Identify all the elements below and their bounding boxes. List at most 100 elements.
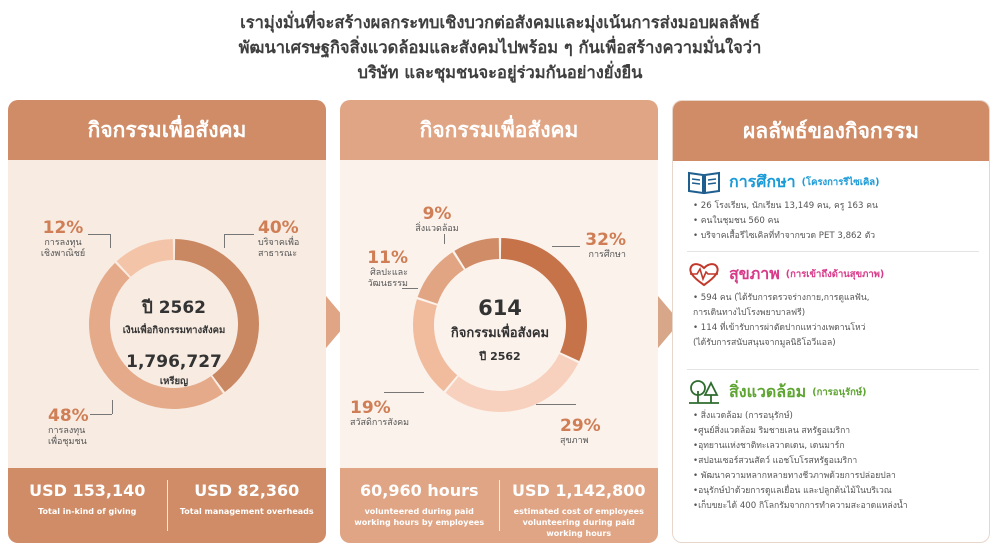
section-divider — [687, 251, 979, 252]
segment-label-line2: วัฒนธรรม — [367, 279, 408, 289]
leader-line — [402, 288, 418, 289]
headline: เรามุ่งมั่นที่จะสร้างผลกระทบเชิงบวกต่อสั… — [0, 10, 1000, 85]
center-amount: 1,796,727 — [126, 352, 222, 372]
segment-label-12: 12% การลงทุน เชิงพาณิชย์ — [34, 218, 92, 260]
leader-line — [536, 404, 576, 405]
section-divider — [687, 369, 979, 370]
segment-pct: 29% — [560, 416, 601, 436]
list-item: • 114 ที่เข้ารับการผ่าตัดปากแหว่างเพดานโ… — [693, 323, 866, 333]
segment-label-9: 9% สิ่งแวดล้อม — [402, 204, 472, 235]
environment-header: สิ่งแวดล้อม (การอนุรักษ์) — [687, 379, 979, 405]
segment-label: สุขภาพ — [560, 436, 589, 446]
center-subtitle: เงินเพื่อกิจกรรมทางสังคม — [122, 325, 226, 336]
segment-label-line2: สาธารณะ — [258, 249, 298, 259]
segment-pct: 9% — [422, 204, 452, 224]
leader-line — [384, 392, 424, 393]
footer-stat: USD 153,140 Total in-kind of giving — [8, 468, 167, 543]
leader-line — [224, 234, 254, 235]
segment-label-line1: บริจาคเพื่อ — [258, 238, 300, 248]
donut-segment-40 — [174, 239, 259, 393]
list-item: • 594 คน (ได้รับการตรวจร่างกาย,การดูแลฟั… — [693, 293, 870, 303]
education-section: การศึกษา (โครงการรีไซเคิล) • 26 โรงเรียน… — [687, 169, 979, 244]
segment-pct: 12% — [42, 218, 84, 238]
footer-stat-value: USD 82,360 — [194, 481, 300, 500]
leader-line — [224, 234, 225, 248]
segment-label-40: 40% บริจาคเพื่อ สาธารณะ — [258, 218, 318, 260]
footer-stat: 60,960 hours volunteered during paid wor… — [340, 468, 499, 543]
environment-section: สิ่งแวดล้อม (การอนุรักษ์) • สิ่งแวดล้อม … — [687, 379, 979, 514]
health-header: สุขภาพ (การเข้าถึงด้านสุขภาพ) — [687, 261, 979, 287]
segment-label: สวัสดิการสังคม — [350, 418, 410, 428]
segment-label-29: 29% สุขภาพ — [560, 416, 620, 447]
leader-line — [552, 246, 580, 247]
center-count: 614 — [478, 296, 522, 320]
headline-line-1: เรามุ่งมั่นที่จะสร้างผลกระทบเชิงบวกต่อสั… — [240, 13, 760, 32]
donut-segment-48 — [88, 262, 223, 410]
donut-segment-9 — [454, 238, 500, 269]
footer-stat-value: USD 153,140 — [29, 481, 146, 500]
education-header: การศึกษา (โครงการรีไซเคิล) — [687, 169, 979, 195]
segment-label-line1: การลงทุน — [44, 238, 82, 248]
environment-title: สิ่งแวดล้อม — [729, 381, 807, 401]
footer-divider — [498, 480, 500, 531]
footer-stat-caption: estimated cost of employees volunteering… — [513, 507, 644, 538]
footer-stat-value: USD 1,142,800 — [512, 481, 646, 500]
center-unit: เหรียญ — [159, 376, 189, 387]
list-item: •อนุรักษ์ป่าด้วยการดูแลเยื่อน และปลูกต้น… — [693, 486, 892, 496]
footer-stat: USD 1,142,800 estimated cost of employee… — [500, 468, 659, 543]
list-item: • พัฒนาความหลากหลายทางชีวภาพด้วยการปล่อย… — [693, 471, 896, 481]
segment-label: สิ่งแวดล้อม — [415, 224, 459, 234]
panel-title: กิจกรรมเพื่อสังคม — [8, 100, 326, 160]
segment-label-line2: เพื่อชุมชน — [48, 437, 87, 447]
activities-footer: 60,960 hours volunteered during paid wor… — [340, 468, 658, 543]
education-title: การศึกษา — [729, 171, 796, 191]
panel-title: ผลลัพธ์ของกิจกรรม — [673, 101, 989, 161]
footer-stat: USD 82,360 Total management overheads — [168, 468, 327, 543]
footer-stat-caption: Total in-kind of giving — [38, 507, 137, 516]
trees-icon — [689, 380, 719, 404]
donut-segment-32 — [500, 238, 587, 361]
leader-line — [88, 234, 110, 235]
health-title: สุขภาพ — [729, 263, 780, 283]
activities-center: 614 กิจกรรมเพื่อสังคม ปี 2562 — [420, 296, 580, 365]
list-item: •ศูนย์สิ่งแวดล้อม ริมชายเลน สหรัฐอเมริกา — [693, 426, 851, 436]
segment-pct: 32% — [585, 230, 626, 250]
segment-label-32: 32% การศึกษา — [580, 230, 626, 261]
segment-label-11: 11% ศิลปะและ วัฒนธรรม — [342, 248, 408, 290]
list-item: • สิ่งแวดล้อม (การอนุรักษ์) — [693, 411, 793, 421]
activities-donut-chart — [413, 238, 587, 412]
footer-divider — [166, 480, 168, 531]
segment-label-line1: การลงทุน — [48, 426, 86, 436]
donut-segment-11 — [417, 252, 464, 304]
education-subtitle: (โครงการรีไซเคิล) — [801, 176, 880, 188]
segment-pct: 48% — [48, 406, 89, 426]
social-activities-panel: กิจกรรมเพื่อสังคม 614 กิจกรรมเพื่อสังคม … — [340, 100, 658, 543]
health-section: สุขภาพ (การเข้าถึงด้านสุขภาพ) • 594 คน (… — [687, 261, 979, 351]
segment-label-48: 48% การลงทุน เพื่อชุมชน — [48, 406, 108, 448]
headline-line-3: บริษัท และชุมชนจะอยู่ร่วมกันอย่างยั่งยืน — [357, 63, 643, 82]
leader-line — [444, 234, 445, 244]
list-item: • บริจาคเสื้อรีไซเคิลที่ทำจากขวด PET 3,8… — [693, 231, 876, 241]
leader-line — [110, 234, 111, 248]
book-icon — [688, 171, 720, 195]
donut-segment-29 — [445, 353, 579, 412]
funding-donut-chart — [88, 239, 259, 410]
segment-pct: 40% — [258, 218, 299, 238]
list-item: •เก็บขยะได้ 400 กิโลกรัมจากการทำความสะอา… — [693, 501, 908, 511]
results-panel: ผลลัพธ์ของกิจกรรม การศึกษา (โครงการรีไซเ… — [672, 100, 990, 543]
social-funding-panel: กิจกรรมเพื่อสังคม ปี 2562 เงินเพื่อกิจกร… — [8, 100, 326, 543]
center-subtitle: กิจกรรมเพื่อสังคม — [450, 326, 550, 341]
leader-line — [112, 400, 113, 414]
leader-line — [90, 414, 112, 415]
list-item: •สปอนเซอร์สวนสัตว์ แอชโบโรสหรัฐอเมริกา — [693, 456, 858, 466]
list-item: •อุทยานแห่งชาติทะเลวาดเดน, เดนมาร์ก — [693, 441, 845, 451]
footer-stat-caption: Total management overheads — [179, 507, 314, 516]
donut-segment-12 — [116, 239, 174, 277]
list-item: (ได้รับการสนับสนุนจากมูลนิธิโอวีแอล) — [693, 338, 836, 348]
education-list: • 26 โรงเรียน, นักเรียน 13,149 คน, ครู 1… — [693, 199, 979, 244]
panel-title: กิจกรรมเพื่อสังคม — [340, 100, 658, 160]
segment-label-line2: เชิงพาณิชย์ — [40, 249, 86, 259]
segment-pct: 19% — [350, 398, 391, 418]
headline-line-2: พัฒนาเศรษฐกิจสิ่งแวดล้อมและสังคมไปพร้อม … — [238, 38, 762, 57]
footer-stat-value: 60,960 hours — [360, 481, 479, 500]
